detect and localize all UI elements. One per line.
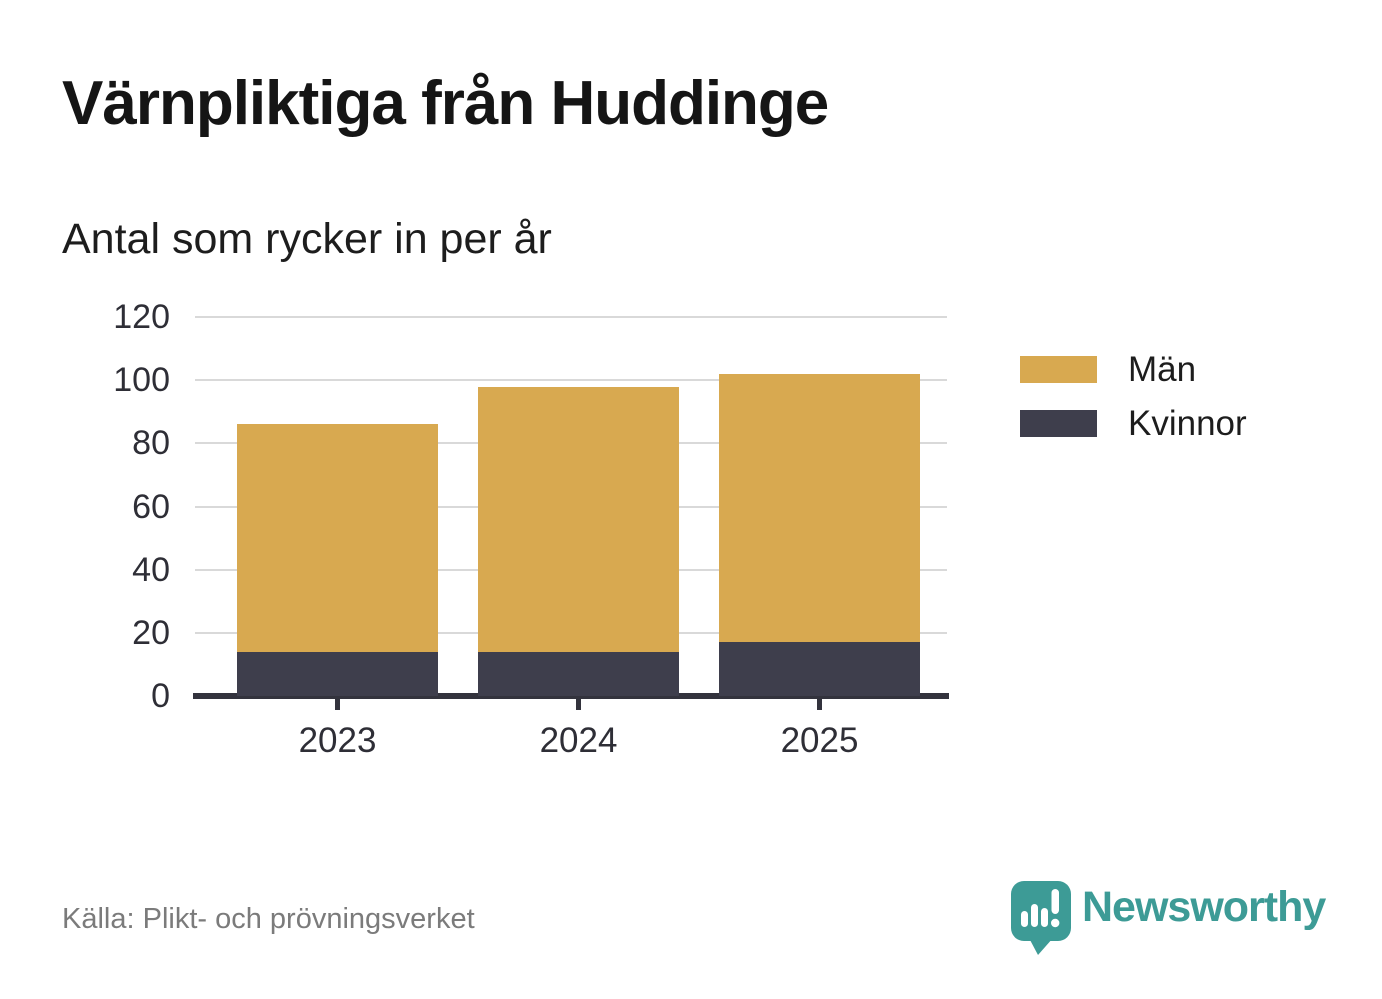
legend-item-man: Män [1020,350,1247,389]
x-axis-line [193,693,949,699]
brand-footer: Newsworthy [1010,880,1326,957]
bar-segment-kvinnor-2024 [478,651,679,696]
y-axis-tick-labels: 0 20 40 60 80 100 120 [60,298,170,715]
page-title: Värnpliktiga från Huddinge [62,69,829,138]
legend-label-man: Män [1128,349,1197,389]
bar-segment-män-2025 [719,373,920,643]
x-tick-2024 [576,696,581,710]
y-tick-label-100: 100 [113,361,170,400]
gridline-120 [195,316,947,318]
legend-swatch-kvinnor [1020,410,1097,437]
bar-segment-kvinnor-2025 [719,642,920,696]
chart-plot-area: 2023 2024 2025 [193,316,949,760]
bar-segment-män-2024 [478,386,679,652]
chart-legend: Män Kvinnor [1020,350,1247,464]
y-tick-label-60: 60 [132,487,170,526]
legend-item-kvinnor: Kvinnor [1020,404,1247,443]
bar-2024 [478,386,679,696]
y-tick-label-80: 80 [132,424,170,463]
bar-2025 [719,373,920,696]
source-note: Källa: Plikt- och prövningsverket [62,903,475,935]
bar-segment-kvinnor-2023 [237,651,438,696]
y-tick-label-20: 20 [132,613,170,652]
y-tick-label-0: 0 [151,677,170,715]
chart-subtitle: Antal som rycker in per år [62,215,552,263]
bar-2023 [237,424,438,696]
legend-swatch-man [1020,356,1097,383]
legend-label-kvinnor: Kvinnor [1128,403,1247,443]
brand-name: Newsworthy [1082,883,1326,931]
x-tick-label-2025: 2025 [780,721,859,760]
gridline-100 [195,379,947,382]
x-tick-2023 [335,696,340,710]
y-tick-label-120: 120 [113,298,170,336]
newsworthy-logo-icon [1011,881,1071,955]
x-tick-label-2024: 2024 [539,721,618,760]
y-tick-label-40: 40 [132,550,170,589]
x-tick-label-2023: 2023 [298,721,377,760]
x-tick-2025 [817,696,822,710]
bar-segment-män-2023 [237,424,438,652]
